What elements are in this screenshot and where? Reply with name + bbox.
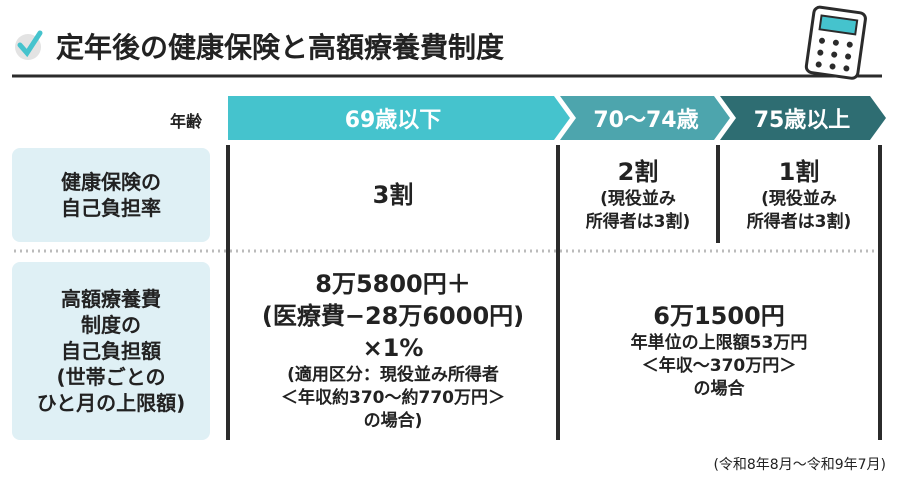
title: 定年後の健康保険と高額療養費制度 xyxy=(56,31,505,64)
text-line: (医療費−28万6000円) xyxy=(261,301,525,330)
text-line: (現役並み xyxy=(600,189,676,209)
age: 70〜74歳 xyxy=(593,108,699,133)
divider xyxy=(716,145,720,243)
text-line: ×1% xyxy=(362,333,424,362)
cell: 6万1500円 年単位の上限額53万円 ＜年収〜370万円＞ の場合 xyxy=(560,258,878,442)
footnote: (令和8年8月〜令和9年7月) xyxy=(713,457,886,473)
text-line: (適用区分：現役並み所得者 xyxy=(287,364,499,385)
text-line: の場合) xyxy=(363,410,423,431)
text-line: 自己負担額 xyxy=(61,339,161,363)
divider xyxy=(226,145,230,440)
text-line: 1割 xyxy=(778,158,820,186)
divider xyxy=(556,145,560,440)
cell: 8万5800円＋ (医療費−28万6000円) ×1% (適用区分：現役並み所得者 ＜年… xyxy=(230,258,556,442)
text-line: 8万5800円＋ xyxy=(315,269,471,298)
text-line: ひと月の上限額) xyxy=(36,391,186,415)
text-line: (現役並み xyxy=(761,189,837,209)
cell: 3割 xyxy=(230,148,556,242)
text-line: 6万1500円 xyxy=(653,301,785,330)
age: 75歳以上 xyxy=(753,108,851,133)
text-line: の場合 xyxy=(693,378,745,399)
text-line: ＜年収〜370万円＞ xyxy=(641,355,797,376)
age-label: 年齢 xyxy=(170,112,203,131)
divider xyxy=(878,145,882,440)
text-line: 2割 xyxy=(617,158,659,186)
text-line: ＜年収約370〜約770万円＞ xyxy=(281,387,505,408)
row-label: 高額療養費 制度の 自己負担額 (世帯ごとの ひと月の上限額) xyxy=(12,262,210,440)
cell: 2割 (現役並み所得者は3割) xyxy=(560,148,716,242)
text-line: 自己負担率 xyxy=(61,196,161,220)
text-line: 高額療養費 xyxy=(61,287,161,311)
text-line: 3割 xyxy=(372,181,414,209)
text-line: 所得者は3割) xyxy=(746,212,852,232)
row-label: 健康保険の 自己負担率 xyxy=(12,148,210,242)
text-line: 年単位の上限額53万円 xyxy=(630,332,808,353)
cell: 1割 (現役並み所得者は3割) xyxy=(720,148,878,242)
text-line: (世帯ごとの xyxy=(56,365,166,389)
text-line: 制度の xyxy=(81,313,141,337)
text-line: 所得者は3割) xyxy=(585,212,691,232)
age: 69歳以下 xyxy=(344,108,442,133)
text-line: 健康保険の xyxy=(61,170,161,194)
